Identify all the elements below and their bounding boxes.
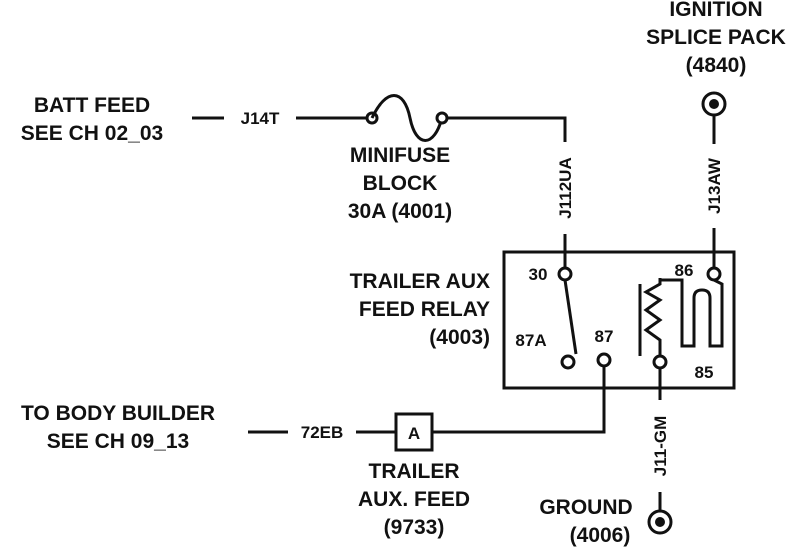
trailer-feed-label-line1: TRAILER — [369, 460, 460, 483]
relay-label-line1: TRAILER AUX — [350, 270, 490, 293]
relay-box — [502, 250, 736, 390]
wire-label-j14t: J14T — [241, 109, 280, 128]
wire-87-to-connector — [432, 366, 606, 434]
pin-label-87: 87 — [595, 327, 614, 346]
coil-winding-loop — [660, 278, 724, 348]
pin-87a-terminal — [560, 354, 576, 370]
pin-label-30: 30 — [529, 265, 548, 284]
minifuse-label-line1: MINIFUSE — [350, 144, 450, 167]
minifuse-label-line3: 30A (4001) — [348, 200, 452, 223]
batt-feed-label-line2: SEE CH 02_03 — [21, 122, 163, 145]
relay-coil — [638, 278, 724, 356]
trailer-feed-label-line3: (9733) — [384, 516, 445, 539]
relay-label-line3: (4003) — [429, 326, 490, 349]
wire-label-j11gm: J11-GM — [651, 416, 670, 476]
ground-label-line1: GROUND — [539, 496, 632, 519]
relay-switch-arm — [563, 279, 578, 355]
connector-a-letter: A — [408, 424, 420, 443]
wire-label-j13aw: J13AW — [705, 157, 724, 214]
pin-label-86: 86 — [675, 261, 694, 280]
wire-fuse-to-relay — [447, 116, 567, 142]
body-builder-label-line1: TO BODY BUILDER — [21, 402, 215, 425]
fuse-terminal-right — [435, 111, 449, 125]
fuse-element — [370, 94, 444, 142]
wire-label-j112ua: J112UA — [556, 157, 575, 218]
minifuse-label-line2: BLOCK — [363, 172, 438, 195]
ignition-label-line2: SPLICE PACK — [646, 26, 786, 49]
body-builder-label-line2: SEE CH 09_13 — [47, 430, 189, 453]
minifuse-symbol — [365, 94, 449, 142]
pin-86-terminal — [706, 266, 722, 282]
ignition-label-line3: (4840) — [686, 54, 747, 77]
pin-label-87a: 87A — [515, 331, 546, 350]
batt-feed-label-line1: BATT FEED — [34, 94, 150, 117]
pin-85-terminal — [652, 354, 668, 370]
trailer-feed-label-line2: AUX. FEED — [358, 488, 470, 511]
wire-label-72eb: 72EB — [301, 423, 344, 442]
pin-label-85: 85 — [695, 363, 714, 382]
ignition-label-line1: IGNITION — [669, 0, 762, 21]
splice-pack-terminal-inner — [709, 99, 719, 109]
coil-zigzag — [642, 278, 663, 356]
relay-label-line2: FEED RELAY — [359, 298, 490, 321]
pin-87-terminal — [596, 352, 612, 368]
ground-terminal-inner — [655, 517, 665, 527]
ground-label-line2: (4006) — [570, 524, 631, 547]
pin-30-terminal — [557, 266, 573, 282]
